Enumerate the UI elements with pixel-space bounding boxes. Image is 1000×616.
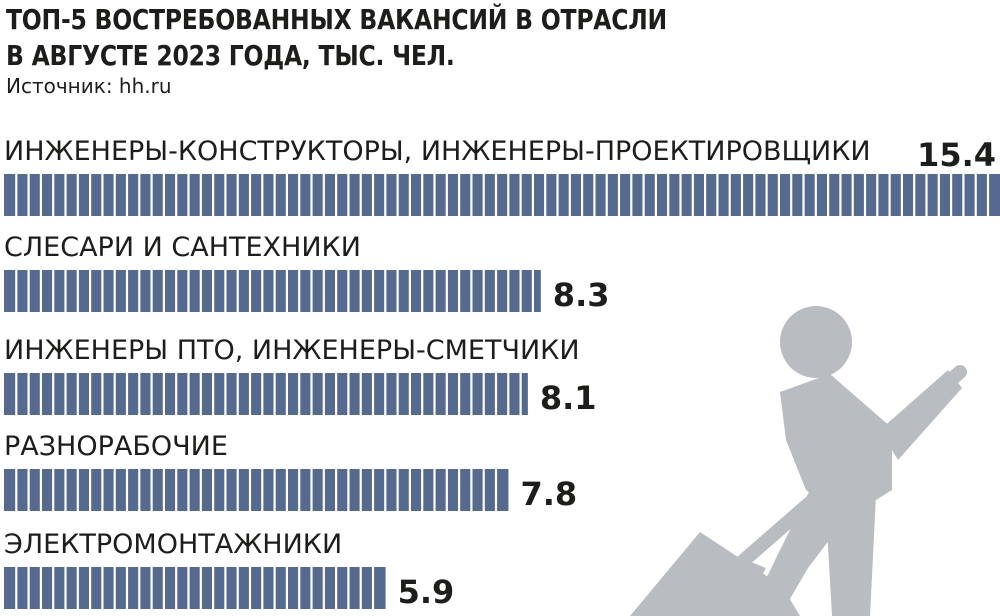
category-label: РАЗНОРАБОЧИЕ xyxy=(4,431,228,462)
bar xyxy=(4,174,1000,216)
bar xyxy=(4,270,541,312)
category-label: ИНЖЕНЕРЫ ПТО, ИНЖЕНЕРЫ-СМЕТЧИКИ xyxy=(4,335,580,366)
bar-stripes xyxy=(15,174,990,216)
source-note: Источник: hh.ru xyxy=(6,74,172,98)
bar-stripes xyxy=(15,270,535,312)
bars-layer: ИНЖЕНЕРЫ-КОНСТРУКТОРЫ, ИНЖЕНЕРЫ-ПРОЕКТИР… xyxy=(4,136,1000,611)
category-label: ЭЛЕКТРОМОНТАЖНИКИ xyxy=(4,529,342,560)
bar-stripes xyxy=(15,373,522,415)
value-label: 15.4 xyxy=(917,136,996,174)
bar-stripes xyxy=(15,469,498,511)
bar xyxy=(4,373,528,415)
bar xyxy=(4,469,509,511)
chart-title-line-1: ТОП-5 ВОСТРЕБОВАННЫХ ВАКАНСИЙ В ОТРАСЛИ xyxy=(6,3,667,36)
value-label: 8.1 xyxy=(540,379,597,417)
value-label: 7.8 xyxy=(520,475,577,513)
bar-stripes xyxy=(15,567,375,609)
chart-title: ТОП-5 ВОСТРЕБОВАННЫХ ВАКАНСИЙ В ОТРАСЛИ … xyxy=(6,2,762,74)
value-label: 5.9 xyxy=(398,573,455,611)
chart-title-line-2: В АВГУСТЕ 2023 ГОДА, ТЫС. ЧЕЛ. xyxy=(6,39,455,72)
value-label: 8.3 xyxy=(553,276,610,314)
worker-with-shovel-icon xyxy=(630,306,967,616)
category-label: ИНЖЕНЕРЫ-КОНСТРУКТОРЫ, ИНЖЕНЕРЫ-ПРОЕКТИР… xyxy=(4,136,871,167)
category-label: СЛЕСАРИ И САНТЕХНИКИ xyxy=(4,232,361,263)
bar xyxy=(4,567,386,609)
